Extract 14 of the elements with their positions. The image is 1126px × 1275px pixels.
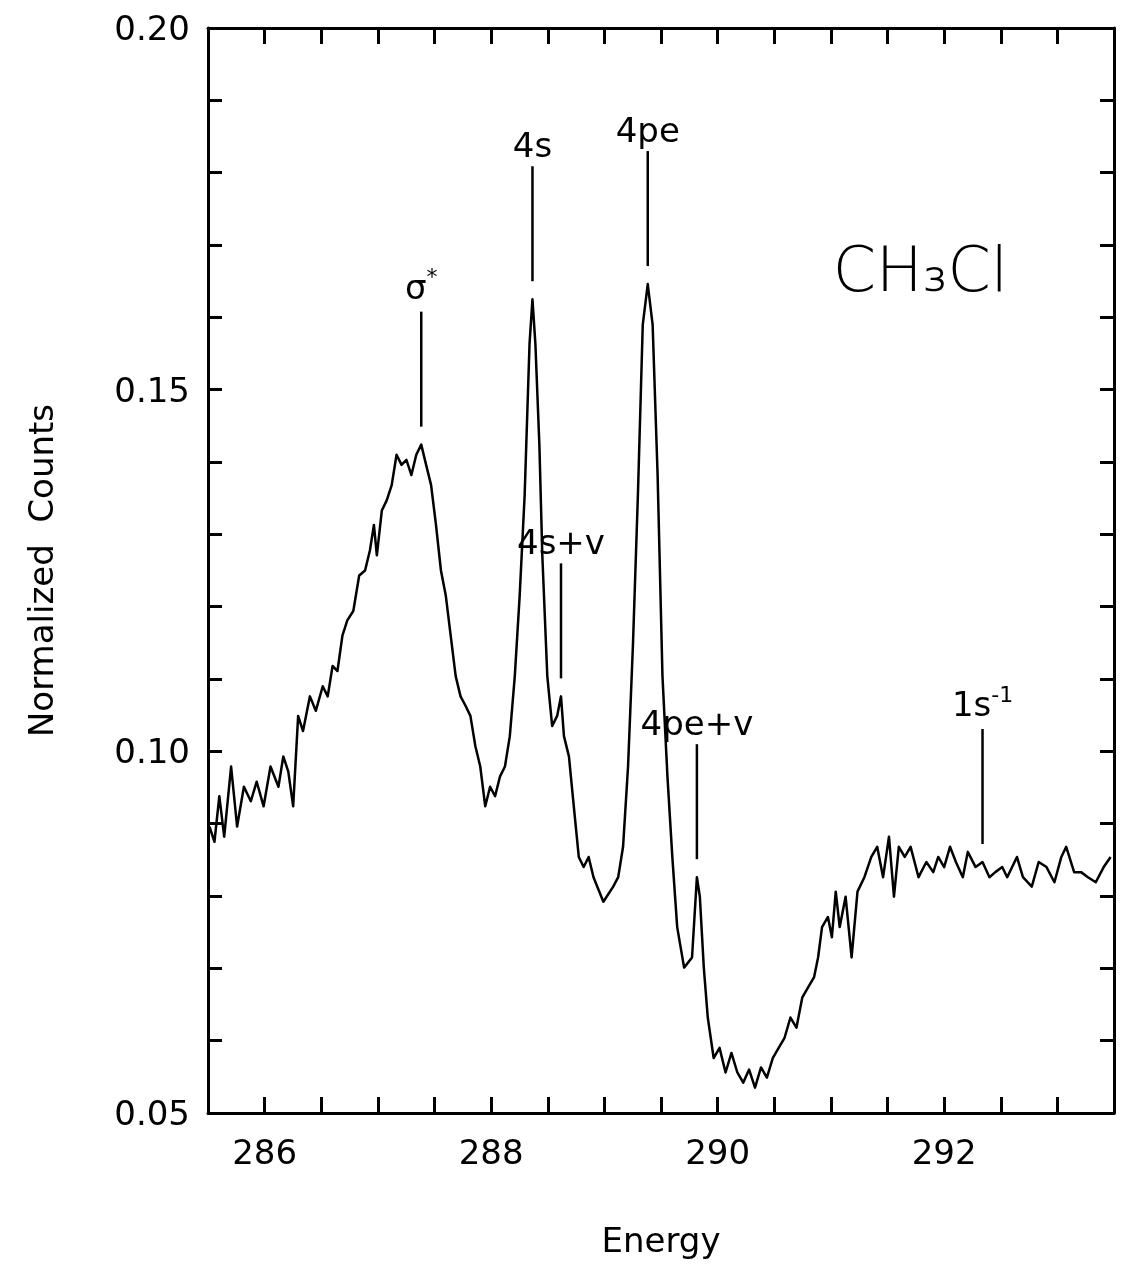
y-axis-title: Normalized Counts [21,403,61,738]
y-tick-label: 0.05 [114,1093,190,1133]
x-tick-label: 288 [458,1132,524,1172]
y-tick-label: 0.20 [114,8,190,48]
annotation: 4s [512,125,553,166]
y-tick-label: 0.15 [114,369,190,410]
x-tick-label: 292 [911,1132,977,1172]
y-tick-label: 0.10 [114,731,190,772]
x-tick-label: 286 [232,1132,298,1172]
annotation: CH₃Cl [832,232,1009,306]
x-tick-label: 290 [685,1132,751,1172]
x-axis-title: Energy [601,1220,721,1260]
annotation: 4pe [615,110,680,151]
annotation: σ* [404,264,438,307]
